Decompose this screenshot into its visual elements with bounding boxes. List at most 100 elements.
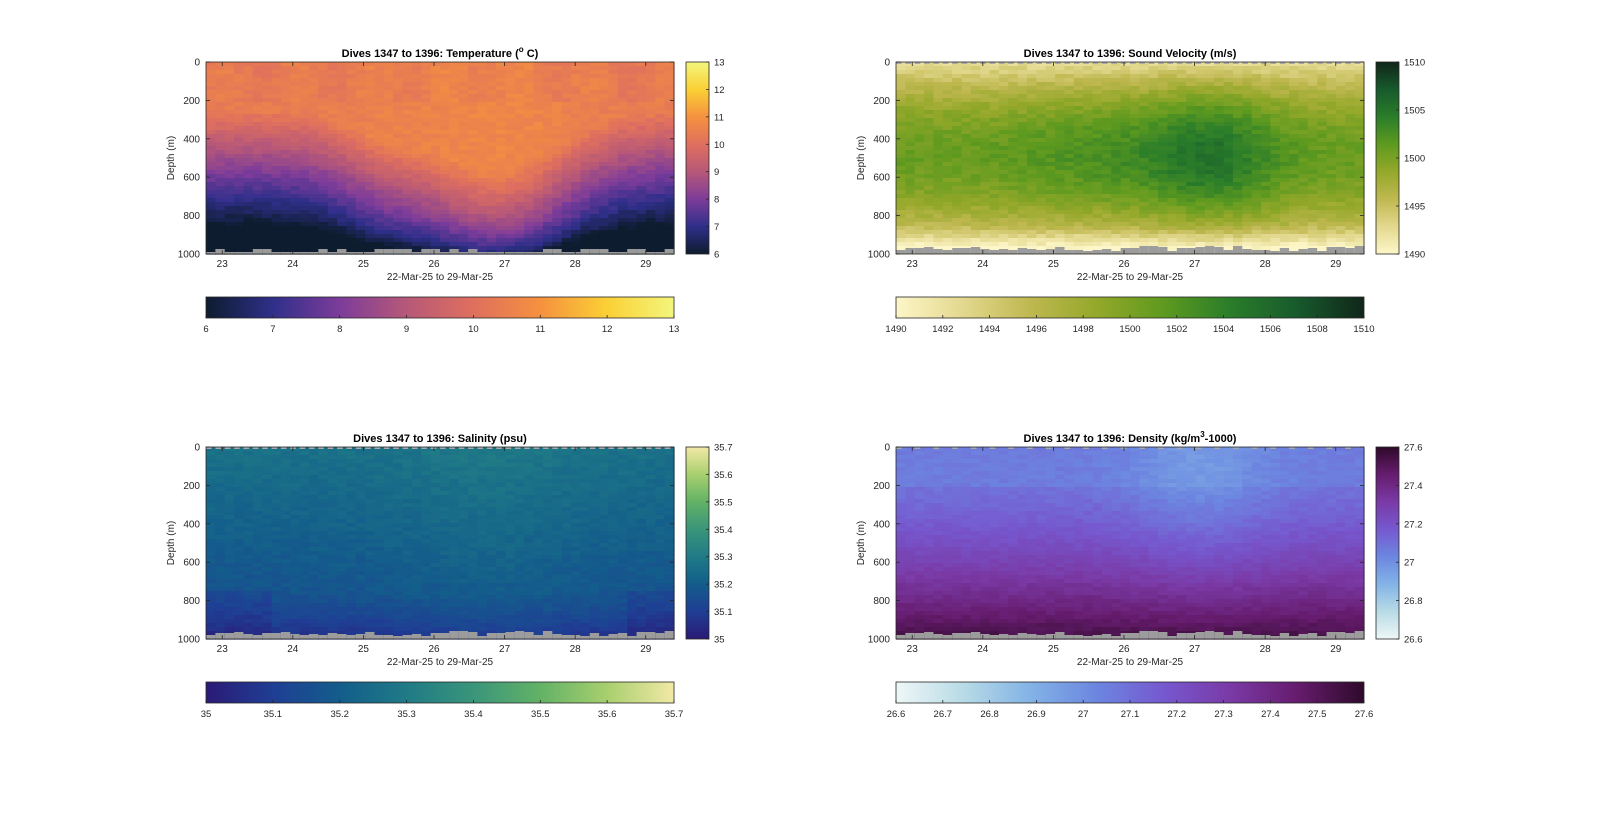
- heatmap-cell: [655, 86, 666, 91]
- heatmap-cell: [206, 230, 216, 235]
- heatmap-cell: [896, 190, 906, 195]
- heatmap-cell: [533, 162, 544, 167]
- heatmap-cell: [1073, 158, 1084, 163]
- heatmap-cell: [514, 214, 525, 219]
- heatmap-cell: [393, 226, 404, 231]
- heatmap-cell: [998, 142, 1009, 147]
- heatmap-cell: [1092, 98, 1103, 103]
- heatmap-cell: [970, 238, 981, 243]
- heatmap-cell: [206, 78, 216, 83]
- heatmap-cell: [914, 74, 925, 79]
- heatmap-cell: [542, 178, 553, 183]
- heatmap-cell: [458, 134, 469, 139]
- heatmap-cell: [1008, 82, 1019, 87]
- heatmap-cell: [224, 110, 235, 115]
- nodata-cell: [393, 249, 404, 254]
- heatmap-cell: [1270, 86, 1281, 91]
- heatmap-cell: [1148, 114, 1159, 119]
- heatmap-cell: [1008, 202, 1019, 207]
- heatmap-cell: [514, 126, 525, 131]
- heatmap-cell: [1279, 210, 1290, 215]
- heatmap-cell: [989, 242, 1000, 247]
- heatmap-cell: [430, 78, 441, 83]
- heatmap-cell: [914, 78, 925, 83]
- heatmap-cell: [1120, 230, 1131, 235]
- heatmap-cell: [1345, 70, 1356, 75]
- heatmap-cell: [1055, 186, 1066, 191]
- nodata-cell: [355, 252, 366, 254]
- heatmap-cell: [1111, 218, 1122, 223]
- heatmap-cell: [636, 246, 647, 251]
- heatmap-cell: [580, 242, 591, 247]
- nodata-cell: [1167, 62, 1174, 64]
- heatmap-cell: [1186, 74, 1197, 79]
- heatmap-cell: [580, 78, 591, 83]
- heatmap-cell: [252, 194, 263, 199]
- heatmap-cell: [1120, 94, 1131, 99]
- heatmap-cell: [1232, 166, 1243, 171]
- heatmap-cell: [645, 126, 656, 131]
- heatmap-cell: [234, 118, 245, 123]
- heatmap-cell: [645, 162, 656, 167]
- heatmap-cell: [1176, 186, 1187, 191]
- heatmap-cell: [961, 234, 972, 239]
- nodata-cell: [1204, 62, 1211, 64]
- heatmap-cell: [1036, 114, 1047, 119]
- heatmap-cell: [421, 102, 432, 107]
- heatmap-cell: [571, 98, 581, 103]
- heatmap-cell: [1148, 70, 1159, 75]
- heatmap-cell: [1223, 242, 1234, 247]
- heatmap-cell: [262, 238, 273, 243]
- heatmap-cell: [1232, 226, 1243, 231]
- colorbar-tick-label: 6: [714, 250, 719, 261]
- heatmap-cell: [440, 110, 450, 115]
- heatmap-cell: [933, 226, 944, 231]
- heatmap-cell: [1111, 126, 1122, 131]
- nodata-cell: [1335, 62, 1342, 64]
- heatmap-cell: [896, 150, 906, 155]
- heatmap-cell: [430, 62, 441, 67]
- heatmap-cell: [1289, 146, 1300, 151]
- heatmap-cell: [1279, 98, 1290, 103]
- heatmap-cell: [552, 230, 563, 235]
- heatmap-cell: [1083, 234, 1094, 239]
- heatmap-cell: [1195, 114, 1206, 119]
- heatmap-cell: [1139, 182, 1150, 187]
- heatmap-cell: [337, 122, 347, 127]
- x-tick-label: 24: [287, 259, 299, 270]
- heatmap-cell: [1083, 98, 1094, 103]
- heatmap-cell: [933, 94, 944, 99]
- heatmap-cell: [617, 138, 628, 143]
- heatmap-cell: [1289, 114, 1300, 119]
- heatmap-cell: [608, 118, 619, 123]
- heatmap-cell: [215, 182, 226, 187]
- heatmap-cell: [533, 154, 544, 159]
- heatmap-cell: [365, 106, 376, 111]
- heatmap-cell: [327, 74, 338, 79]
- heatmap-cell: [505, 194, 516, 199]
- heatmap-cell: [430, 130, 441, 135]
- heatmap-cell: [1130, 178, 1140, 183]
- heatmap-cell: [496, 194, 507, 199]
- heatmap-cell: [542, 226, 553, 231]
- heatmap-cell: [1204, 230, 1215, 235]
- heatmap-cell: [496, 106, 507, 111]
- heatmap-cell: [1289, 246, 1300, 251]
- heatmap-cell: [1242, 206, 1253, 211]
- heatmap-cell: [1055, 70, 1066, 75]
- heatmap-cell: [402, 182, 413, 187]
- nodata-cell: [374, 249, 385, 254]
- heatmap-cell: [1073, 186, 1084, 191]
- heatmap-cell: [589, 106, 600, 111]
- heatmap-cell: [924, 202, 935, 207]
- heatmap-cell: [1008, 242, 1019, 247]
- heatmap-cell: [365, 214, 376, 219]
- heatmap-cell: [505, 178, 516, 183]
- heatmap-cell: [1270, 126, 1281, 131]
- heatmap-cell: [421, 162, 432, 167]
- heatmap-cell: [1204, 142, 1215, 147]
- heatmap-cell: [271, 130, 282, 135]
- heatmap-cell: [449, 246, 460, 251]
- heatmap-cell: [617, 218, 628, 223]
- nodata-cell: [1223, 250, 1234, 254]
